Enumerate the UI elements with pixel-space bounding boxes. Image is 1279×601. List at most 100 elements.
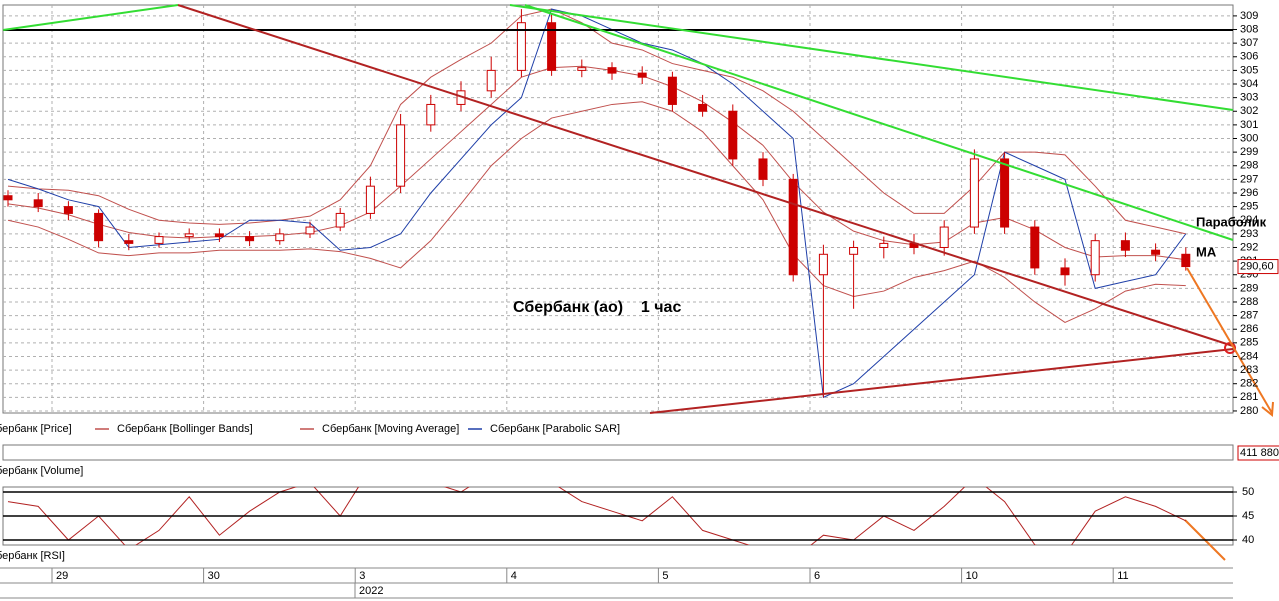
x-year-label: 2022 [359,585,383,597]
candle-body [607,67,617,74]
x-tick-label: 4 [511,570,517,582]
candle-body [396,124,406,187]
price-plot [3,8,1191,399]
drawings [2,4,1274,561]
candle-body [335,212,345,228]
last-price-label: 290,60 [1240,260,1274,272]
x-tick-label: 3 [359,570,365,582]
candle-body [1090,240,1100,276]
y-tick-label: 284 [1240,350,1258,362]
trend-line [524,4,1234,241]
candle-body [365,185,375,214]
legend-entry: Сбербанк [Bollinger Bands] [117,423,253,435]
price-panel [2,4,1234,414]
trend-line [177,4,1234,347]
legend-entry: Сбербанк [Moving Average] [322,423,459,435]
candle-body [1030,226,1040,269]
candle-body [1000,158,1010,228]
candle-body [728,110,738,160]
y-tick-label: 303 [1240,92,1258,104]
y-tick-label: 307 [1240,37,1258,49]
y-tick-label: 308 [1240,23,1258,35]
x-tick-label: 10 [966,570,978,582]
candle-body [33,199,43,208]
y-tick-label: 45 [1242,510,1254,522]
candle-body [939,226,949,248]
y-tick-label: 297 [1240,173,1258,185]
arrow-head [1261,401,1274,417]
chart-title: Сбербанк (ао) 1 час [513,299,681,316]
candle-body [516,22,526,71]
candle-body [1151,249,1161,255]
forecast-arrow [1186,267,1273,414]
y-tick-label: 289 [1240,282,1258,294]
annotation: Параболик [1196,214,1267,229]
y-tick-label: 286 [1240,323,1258,335]
y-tick-label: 302 [1240,105,1258,117]
y-tick-label: 300 [1240,132,1258,144]
y-tick-label: 309 [1240,10,1258,22]
candle-body [486,69,496,92]
legend-entry: Сбербанк [Price] [0,423,72,435]
candle-body [788,178,798,276]
y-tick-label: 306 [1240,51,1258,63]
y-tick-label: 296 [1240,187,1258,199]
candle-body [275,233,285,242]
candle-body [94,212,104,242]
candle-body [63,206,73,214]
candle-body [214,233,224,238]
indicator-line [7,101,1186,323]
volume-panel [2,444,1234,461]
candle-body [1181,253,1191,268]
y-tick-label: 295 [1240,201,1258,213]
y-tick-label: 288 [1240,296,1258,308]
y-tick-label: 50 [1242,486,1254,498]
indicator-line [7,8,1187,399]
y-tick-label: 282 [1240,378,1258,390]
x-tick-label: 6 [814,570,820,582]
legend-entry: Сбербанк [RSI] [0,550,65,562]
trend-line [649,348,1234,414]
y-tick-label: 287 [1240,310,1258,322]
candle-body [547,22,557,71]
candle-body [849,246,859,255]
candle-body [1060,267,1070,276]
candle-body [245,236,255,242]
trend-line [509,4,1234,111]
legend-entry: Сбербанк [Volume] [0,465,83,477]
trend-line [2,4,179,31]
indicator-line [7,65,1186,261]
volume-last-box [1237,445,1279,461]
y-tick-label: 298 [1240,160,1258,172]
y-tick-label: 301 [1240,119,1258,131]
y-tick-label: 293 [1240,228,1258,240]
y-tick-label: 283 [1240,364,1258,376]
indicator-line [7,8,1186,235]
x-tick-label: 5 [662,570,668,582]
candle-body [305,226,315,235]
candle-body [426,103,436,126]
candle-body [184,233,194,238]
y-tick-label: 304 [1240,78,1258,90]
y-tick-label: 280 [1240,405,1258,417]
candle-body [818,253,828,276]
annotation: MA [1196,244,1217,259]
candle-body [1120,240,1130,251]
x-tick-label: 30 [208,570,220,582]
y-tick-label: 299 [1240,146,1258,158]
legend-entry: Сбербанк [Parabolic SAR] [490,423,620,435]
candle-body [637,72,647,78]
y-tick-label: 40 [1242,534,1254,546]
x-axis: 2022 29 30 3 4 5 6 10 11 [0,567,1233,599]
candle-body [3,195,13,201]
y-tick-label: 285 [1240,337,1258,349]
volume-last-label: 411 880 [1240,447,1279,459]
candle-body [154,236,164,244]
candle-body [758,158,768,180]
y-tick-label: 294 [1240,214,1258,226]
last-price-box [1237,259,1279,275]
candle-body [969,158,979,228]
candle-body [577,67,587,71]
